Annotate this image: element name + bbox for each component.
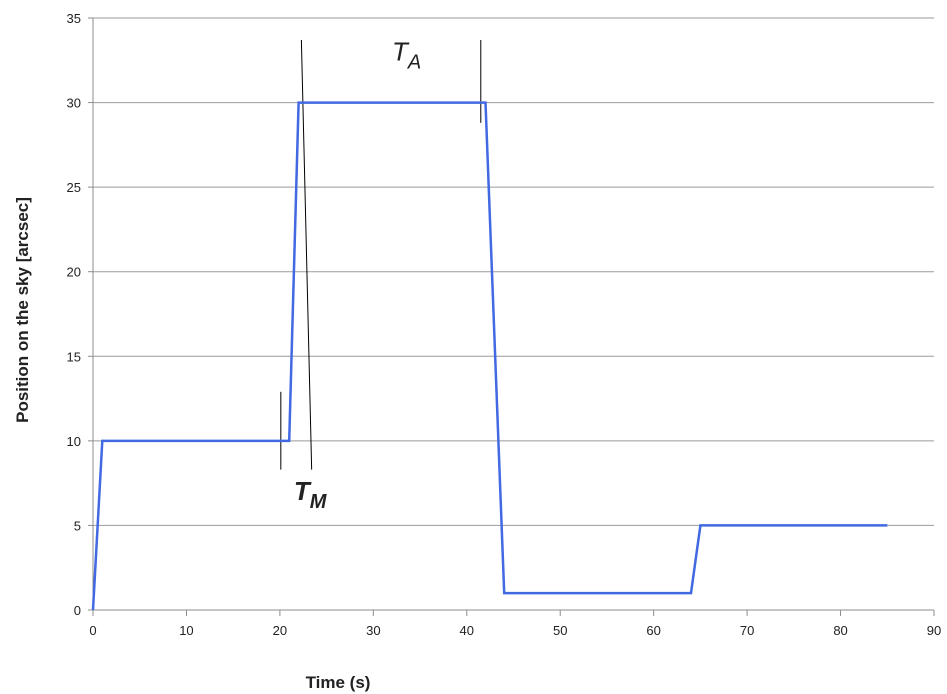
x-tick-label: 60: [646, 623, 660, 638]
annotation-main: T: [294, 476, 312, 506]
x-tick-label: 40: [460, 623, 474, 638]
x-tick-labels: 0 10 20 30 40 50 60 70 80 90: [89, 623, 941, 638]
x-tick-label: 0: [89, 623, 96, 638]
x-axis-title: Time (s): [306, 673, 371, 692]
y-tick-label: 15: [67, 349, 81, 364]
x-tick-label: 80: [833, 623, 847, 638]
y-tick-label: 25: [67, 180, 81, 195]
x-tick-label: 90: [927, 623, 941, 638]
y-tick-labels: 0 5 10 15 20 25 30 35: [67, 11, 81, 618]
series-group: [91, 101, 888, 611]
x-tick-label: 30: [366, 623, 380, 638]
y-axis-title: Position on the sky [arcsec]: [13, 197, 32, 423]
annotation-main: T: [392, 36, 410, 66]
gridlines: [93, 17, 934, 526]
annotation-ta: TA: [392, 36, 421, 73]
annotation-tm: TM: [294, 476, 328, 513]
y-tick-label: 35: [67, 11, 81, 26]
x-tick-label: 20: [273, 623, 287, 638]
annotation-subscript: A: [407, 51, 421, 73]
y-tick-label: 0: [74, 603, 81, 618]
x-tick-label: 50: [553, 623, 567, 638]
y-tick-label: 5: [74, 518, 81, 533]
series-line: [91, 101, 888, 611]
y-tick-label: 20: [67, 265, 81, 280]
axes: [88, 17, 935, 616]
y-tick-label: 30: [67, 96, 81, 111]
x-tick-label: 70: [740, 623, 754, 638]
annotation-subscript: M: [310, 491, 328, 513]
marker-lines: [280, 39, 482, 470]
y-tick-label: 10: [67, 434, 81, 449]
marker-line: [300, 39, 313, 470]
x-tick-label: 10: [179, 623, 193, 638]
